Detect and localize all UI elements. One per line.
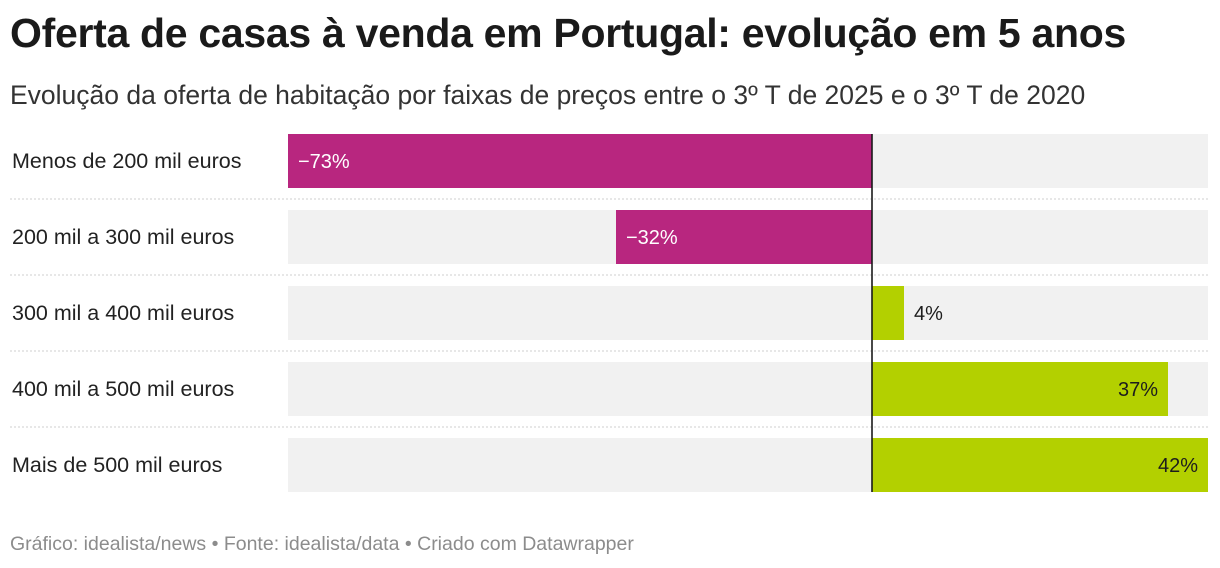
- bar: [872, 438, 1208, 492]
- value-label: −73%: [298, 151, 350, 173]
- category-label: Menos de 200 mil euros: [12, 149, 241, 173]
- bar: [616, 210, 872, 264]
- diverging-bar-chart: Menos de 200 mil euros −73% 200 mil a 300 …: [10, 134, 1208, 492]
- bar: [872, 286, 904, 340]
- category-label: 200 mil a 300 mil euros: [12, 225, 234, 249]
- category-label: Mais de 500 mil euros: [12, 453, 222, 477]
- value-label: −32%: [626, 227, 678, 249]
- value-label: 42%: [1158, 455, 1198, 477]
- bar: [288, 134, 872, 188]
- chart-footer-credit: Gráfico: idealista/news • Fonte: idealis…: [10, 533, 634, 555]
- value-label: 4%: [914, 303, 943, 325]
- bar: [872, 362, 1168, 416]
- value-label: 37%: [1118, 379, 1158, 401]
- chart-subtitle: Evolução da oferta de habitação por faix…: [10, 80, 1086, 110]
- category-label: 300 mil a 400 mil euros: [12, 301, 234, 325]
- bar-track: [288, 286, 1208, 340]
- chart-title: Oferta de casas à venda em Portugal: evo…: [10, 10, 1127, 56]
- category-label: 400 mil a 500 mil euros: [12, 377, 234, 401]
